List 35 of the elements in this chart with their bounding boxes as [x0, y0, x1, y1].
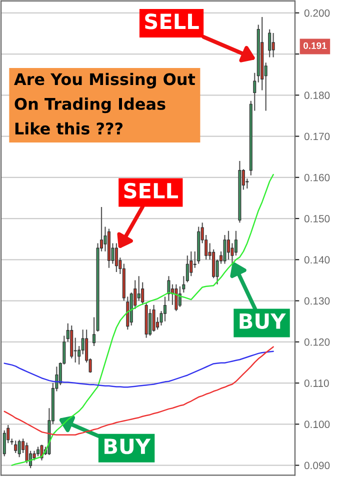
candlestick — [272, 32, 275, 58]
y-tick-label: 0.170 — [304, 132, 330, 140]
annotation: BUY — [240, 314, 286, 329]
candlestick — [174, 284, 178, 312]
annotation: BUY — [104, 438, 151, 454]
text: 0.191 — [304, 42, 327, 50]
y-tick-label: 0.090 — [304, 462, 330, 470]
y-tick-label: 0.200 — [304, 9, 330, 17]
candlestick — [25, 442, 28, 464]
candlestick — [223, 234, 226, 264]
candlestick — [36, 446, 40, 457]
y-tick-label: 0.140 — [304, 256, 330, 264]
candlestick — [152, 304, 156, 332]
candlestick — [137, 276, 140, 302]
candlestick — [268, 28, 272, 58]
y-tick-label: 0.160 — [304, 174, 330, 182]
candlestick — [14, 440, 18, 454]
y-tick-label: 0.150 — [304, 215, 330, 222]
y-tick-label: 0.180 — [304, 92, 330, 100]
y-tick-label: 0.120 — [304, 338, 330, 346]
y-tick-label: 0.130 — [304, 297, 330, 305]
y-tick-label: 0.110 — [304, 380, 329, 387]
line-series — [4, 350, 274, 388]
line-series — [4, 346, 274, 436]
candlestick — [114, 242, 118, 273]
candlestick — [148, 308, 152, 336]
annotation: Are You Missing Out On Trading Ideas Like this ??? — [14, 72, 196, 135]
candlestick — [92, 316, 96, 347]
candlestick — [186, 254, 189, 283]
y-tick-label: 0.100 — [304, 420, 330, 428]
candlestick — [163, 296, 167, 322]
candlestick — [18, 439, 21, 458]
annotation: SELL — [124, 182, 178, 199]
candlestick — [226, 230, 230, 260]
annotation: SELL — [145, 14, 199, 30]
